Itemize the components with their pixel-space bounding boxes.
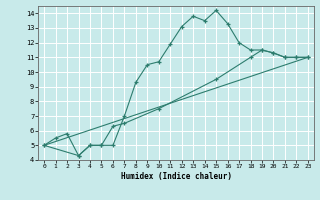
X-axis label: Humidex (Indice chaleur): Humidex (Indice chaleur) [121, 172, 231, 181]
